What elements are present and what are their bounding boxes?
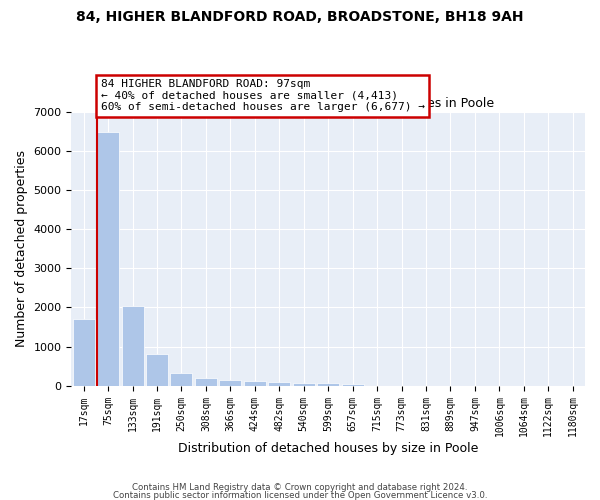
Bar (97, 132, 119, 386)
Y-axis label: Number of detached properties: Number of detached properties (15, 150, 28, 348)
Bar (146, 354, 168, 386)
Bar (122, 306, 143, 386)
Bar (73, 319, 95, 386)
Title: Size of property relative to detached houses in Poole: Size of property relative to detached ho… (163, 96, 494, 110)
Text: 84 HIGHER BLANDFORD ROAD: 97sqm
← 40% of detached houses are smaller (4,413)
60%: 84 HIGHER BLANDFORD ROAD: 97sqm ← 40% of… (101, 79, 425, 112)
Bar (244, 381, 266, 386)
Text: Contains public sector information licensed under the Open Government Licence v3: Contains public sector information licen… (113, 491, 487, 500)
X-axis label: Distribution of detached houses by size in Poole: Distribution of detached houses by size … (178, 442, 478, 455)
Bar (220, 380, 241, 386)
Bar (268, 382, 290, 386)
Bar (317, 384, 339, 386)
Bar (170, 373, 193, 386)
Text: 84, HIGHER BLANDFORD ROAD, BROADSTONE, BH18 9AH: 84, HIGHER BLANDFORD ROAD, BROADSTONE, B… (76, 10, 524, 24)
Bar (293, 384, 315, 386)
Bar (195, 378, 217, 386)
Text: Contains HM Land Registry data © Crown copyright and database right 2024.: Contains HM Land Registry data © Crown c… (132, 484, 468, 492)
Bar (341, 384, 364, 386)
